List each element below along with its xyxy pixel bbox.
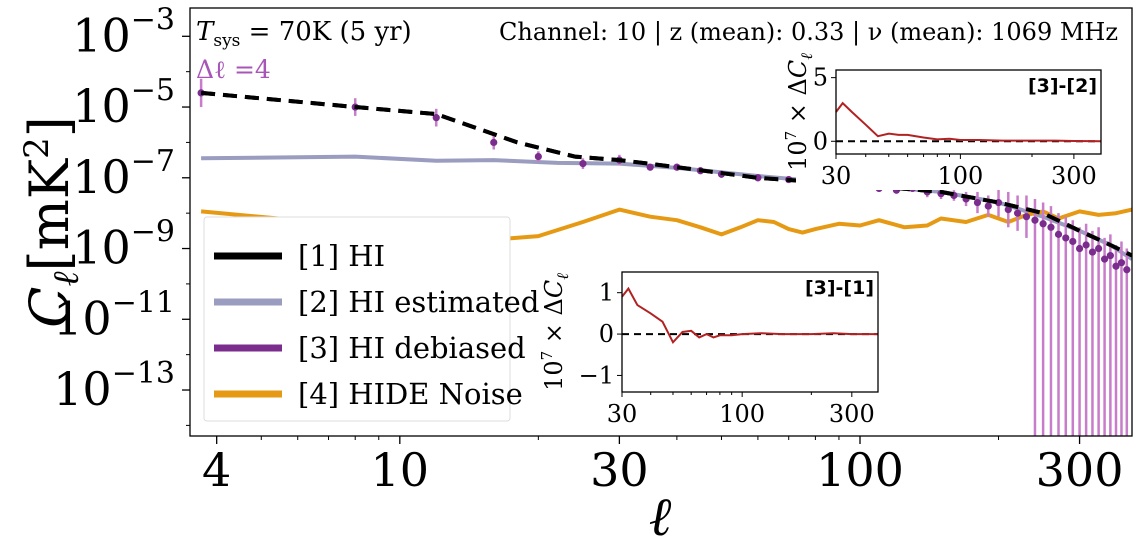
tsys-annotation: Tsys = 70K (5 yr) <box>196 17 412 51</box>
inset-x-tick-label: 100 <box>719 400 765 428</box>
debiased-point <box>1117 259 1126 267</box>
legend: [1] HI [2] HI estimated [3] HI debiased [4]… <box>203 216 539 422</box>
inset-x-tick-label: 300 <box>1051 162 1097 190</box>
annotations: Tsys = 70K (5 yr) Δℓ =4 Channel: 10 | z … <box>196 17 1118 84</box>
debiased-point <box>432 114 440 122</box>
legend-label: [1] HI <box>298 239 385 273</box>
inset-y-axis-label: 107 × ΔCℓ <box>782 53 816 171</box>
debiased-point <box>1112 262 1120 270</box>
main-frame <box>189 7 1133 437</box>
channel-annotation: Channel: 10 | z (mean): 0.33 | ν (mean):… <box>499 18 1118 47</box>
inset-series-line <box>835 101 1102 143</box>
debiased-point <box>1022 213 1031 221</box>
main-plot-area <box>197 78 1132 436</box>
debiased-point <box>579 160 587 168</box>
inset-x-tick-label: 300 <box>829 400 875 428</box>
debiased-point <box>1100 255 1109 263</box>
x-tick-label: 300 <box>1036 443 1124 497</box>
debiased-point <box>1123 266 1131 274</box>
debiased-point <box>646 163 654 171</box>
debiased-point <box>984 202 992 210</box>
inset-y-tick-label: 0 <box>813 127 828 155</box>
inset-title: [3]-[1] <box>805 277 874 299</box>
debiased-point <box>534 152 542 161</box>
debiased-point <box>1062 234 1070 242</box>
x-axis-label: ℓ <box>649 485 672 548</box>
debiased-point <box>1088 248 1097 256</box>
debiased-point <box>1031 216 1039 224</box>
y-tick-label: 10−13 <box>53 356 175 416</box>
y-tick-label: 10−5 <box>72 73 175 133</box>
inset-y-tick-label: 5 <box>813 64 828 92</box>
inset-y-tick-label: 0 <box>599 320 614 348</box>
inset-x-tick-label: 30 <box>821 162 852 190</box>
debiased-point <box>1039 220 1047 228</box>
debiased-point <box>1013 209 1022 217</box>
y-tick-label: 10−11 <box>53 285 175 345</box>
y-tick-label: 10−7 <box>72 144 175 204</box>
debiased-point <box>1054 230 1063 238</box>
inset-y-tick-label: 1 <box>599 279 614 307</box>
y-axis-label: Cℓ[mK2] <box>17 116 87 328</box>
y-tick-label: 10−9 <box>72 215 175 275</box>
debiased-point <box>1047 223 1055 231</box>
debiased-point <box>1075 244 1084 253</box>
debiased-point <box>1004 206 1012 214</box>
x-tick-label: 100 <box>816 443 904 497</box>
x-tick-label: 10 <box>371 443 430 497</box>
legend-label: [4] HIDE Noise <box>298 377 523 411</box>
inset-background <box>796 66 1109 190</box>
hi-line-overlay <box>200 90 1132 258</box>
inset-3-minus-2: 30 100 300 0 5 [3]-[2] 107 × ΔCℓ <box>782 53 1109 190</box>
inset-frame <box>835 69 1102 155</box>
debiased-point <box>1082 241 1090 249</box>
legend-box <box>203 216 511 422</box>
debiased-point <box>490 138 498 147</box>
debiased-point <box>1106 252 1114 260</box>
axis-labels: ℓ Cℓ[mK2] <box>17 116 672 548</box>
inset-title: [3]-[2] <box>1028 75 1097 97</box>
inset-series-line <box>621 286 878 345</box>
x-tick-label: 30 <box>590 443 649 497</box>
delta-ell-annotation: Δℓ =4 <box>196 55 271 84</box>
debiased-point <box>973 198 982 207</box>
debiased-point <box>1069 237 1077 246</box>
legend-label: [3] HI debiased <box>298 331 526 365</box>
inset-3-minus-1: 30 100 300 −1 0 1 [3]-[1] 107 × ΔCℓ <box>538 268 886 428</box>
inset-x-tick-label: 30 <box>607 400 638 428</box>
inset-frame <box>621 271 879 393</box>
inset-y-tick-label: −1 <box>579 361 614 389</box>
inset-x-tick-label: 100 <box>937 162 983 190</box>
x-tick-label: 4 <box>202 443 231 497</box>
legend-label: [2] HI estimated <box>298 285 539 319</box>
y-tick-label: 10−3 <box>72 2 175 62</box>
debiased-point <box>1095 244 1103 253</box>
inset-y-axis-label: 107 × ΔCℓ <box>538 273 572 391</box>
